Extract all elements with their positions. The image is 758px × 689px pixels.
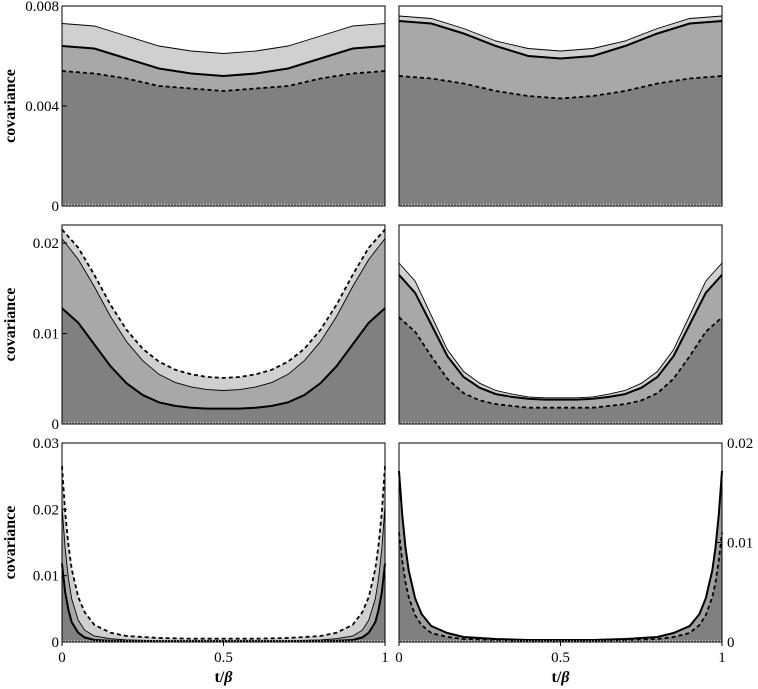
series-area-1 xyxy=(399,470,722,642)
panel-4 xyxy=(398,224,723,425)
xlabel: t/β xyxy=(552,669,571,686)
series-area-1 xyxy=(62,466,385,642)
series-line-2 xyxy=(61,238,386,391)
ytick-label: 0 xyxy=(727,635,735,651)
plot-frame xyxy=(61,442,386,643)
xtick-label: 0 xyxy=(395,650,403,666)
xtick-label: 1 xyxy=(381,650,389,666)
series-line-1 xyxy=(398,470,723,641)
xtick-label: 1 xyxy=(718,650,726,666)
plot-frame xyxy=(61,224,386,425)
ytick-label: 0.02 xyxy=(33,236,59,252)
panel-6: 0 0.01 0.02 0 0.5 1 t/β xyxy=(395,436,753,686)
series-line-1 xyxy=(398,262,723,399)
plot-frame xyxy=(398,224,723,425)
series-line-2 xyxy=(61,45,386,78)
series-area-2 xyxy=(62,506,385,642)
xlabel: t/β xyxy=(215,669,234,686)
panel-2 xyxy=(398,5,723,207)
series-line-2 xyxy=(398,20,723,60)
series-line-3 xyxy=(61,563,386,643)
series-line-3 xyxy=(61,70,386,92)
xtick-label: 0 xyxy=(58,650,66,666)
ytick-label: 0.02 xyxy=(33,502,59,518)
series-line-3 xyxy=(61,307,386,410)
series-area-3 xyxy=(399,317,722,424)
ytick-label: 0.004 xyxy=(25,99,59,115)
xtick-label: 0.5 xyxy=(551,650,570,666)
series-area-2 xyxy=(62,238,385,424)
ytick-label: 0.008 xyxy=(25,0,59,15)
ylabel: covariance xyxy=(2,69,19,143)
xlabel-symbol: β xyxy=(560,669,570,686)
series-line-1 xyxy=(61,228,386,379)
ytick-label: 0 xyxy=(52,635,60,651)
series-line-2 xyxy=(398,532,723,642)
series-area-3 xyxy=(62,308,385,424)
series-line-3 xyxy=(398,316,723,409)
xlabel-prefix: t/ xyxy=(552,669,562,686)
plot-frame xyxy=(398,442,723,643)
plot-frame xyxy=(398,5,723,207)
ytick-label: 0 xyxy=(52,199,60,215)
xtick-label: 0.5 xyxy=(214,650,233,666)
series-area-2 xyxy=(399,532,722,642)
series-area-3 xyxy=(62,71,385,206)
ylabel: covariance xyxy=(2,288,19,362)
ytick-label: 0.01 xyxy=(727,536,753,552)
xlabel-prefix: t/ xyxy=(215,669,225,686)
ytick-label: 0.02 xyxy=(727,436,753,452)
series-area-3 xyxy=(62,563,385,642)
panel-5: 0 0.01 0.02 0.03 0 0.5 1 covariance t/β xyxy=(2,436,389,686)
panel-3: 0 0.01 0.02 covariance xyxy=(2,224,386,433)
series-line-2 xyxy=(61,505,386,642)
ytick-label: 0.03 xyxy=(33,436,59,452)
series-line-2 xyxy=(398,274,723,401)
ytick-label: 0.01 xyxy=(33,569,59,585)
series-line-1 xyxy=(61,466,386,640)
ylabel: covariance xyxy=(2,506,19,580)
ytick-label: 0.01 xyxy=(33,327,59,343)
xlabel-symbol: β xyxy=(223,669,233,686)
series-line-1 xyxy=(398,15,723,52)
series-line-3 xyxy=(398,75,723,100)
ytick-label: 0 xyxy=(52,417,60,433)
series-line-1 xyxy=(61,23,386,54)
series-area-3 xyxy=(399,76,722,206)
panel-1: 0 0.004 0.008 covariance xyxy=(2,0,386,215)
